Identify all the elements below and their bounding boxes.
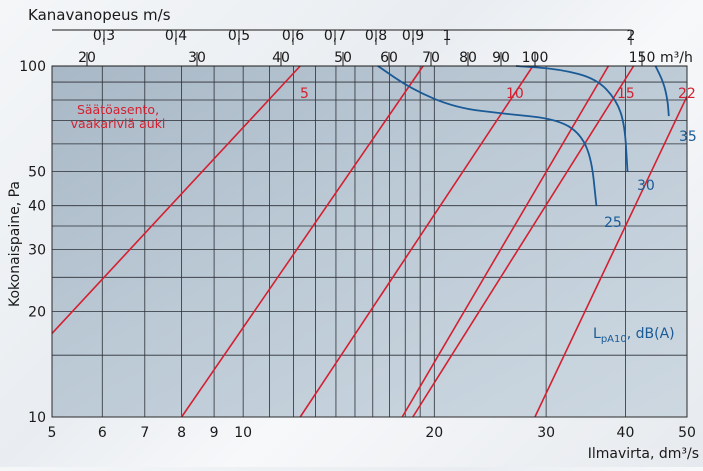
velocity-tick-label: 0,7 [324,28,346,44]
x-tick-label: 40 [617,425,635,441]
annotation-line1: Säätöasento, [77,102,159,117]
y-tick-label: 30 [28,243,46,259]
annotation-line2: vaakariviä auki [71,116,166,131]
y-tick-label: 50 [28,165,46,181]
x-tick-label: 8 [177,425,186,441]
y-tick-label: 40 [28,199,46,215]
flow-tick-label: 30 [188,50,206,66]
y-tick-label: 100 [19,59,46,75]
position-line [51,65,301,334]
position-line [299,65,534,418]
x-tick-label: 5 [48,425,57,441]
velocity-tick-label: 0,4 [165,28,187,44]
flow-tick-label: 100 [522,50,549,66]
x-tick-label: 20 [425,425,443,441]
x-tick-label: 30 [537,425,555,441]
position-line [534,95,688,418]
sound-lines [377,65,670,206]
sound-line-label: 25 [604,215,622,231]
velocity-tick-label: 0,8 [365,28,387,44]
velocity-tick-label: 0,9 [402,28,424,44]
x-tick-label: 6 [98,425,107,441]
flow-tick-label: 80 [459,50,477,66]
sound-line [515,65,629,172]
y-axis-label: Kokonaispaine, Pa [7,181,23,307]
position-line [180,65,424,418]
x-tick-label: 9 [210,425,219,441]
sound-line-label: 35 [679,129,697,145]
flow-tick-label: 40 [272,50,290,66]
flow-tick-label: 150 [629,50,656,66]
position-line-label: 15 [617,86,635,102]
position-line-label: 22 [678,86,696,102]
velocity-tick-label: 0,3 [93,28,115,44]
velocity-tick-label: 0,5 [228,28,250,44]
position-line-label: 5 [300,86,309,102]
flow-tick-label: 50 [334,50,352,66]
flow-tick-label: 70 [422,50,440,66]
velocity-tick-label: 2 [627,28,636,44]
sound-level-main: L [593,326,601,342]
sound-level-unit: , dB(A) [627,326,675,342]
flow-tick-label: 20 [78,50,96,66]
x-tick-label: 50 [678,425,696,441]
velocity-tick-label: 0,6 [282,28,304,44]
x-tick-label: 10 [234,425,252,441]
x-tick-label: 7 [140,425,149,441]
velocity-tick-label: 1 [443,28,452,44]
sound-level-sub: pA10 [601,334,627,345]
plot-background [52,66,687,417]
y-tick-label: 10 [28,410,46,426]
position-lines [51,65,688,418]
flow-tick-label: 90 [492,50,510,66]
sound-line [654,65,670,117]
y-tick-label: 20 [28,304,46,320]
flow-unit-label: m³/h [660,50,693,66]
position-line [412,65,635,418]
sound-level-label: LpA10, dB(A) [593,326,675,345]
position-line [401,65,610,418]
x-axis-label: Ilmavirta, dm³/s [588,446,699,462]
position-line-label: 10 [506,86,524,102]
sound-line-label: 30 [637,178,655,194]
labels: 5 6 7 8 9 10 20 30 40 50 10 20 30 40 50 100 0,3 0,4 0,5 0,6… [19,28,697,441]
sound-line [377,65,598,206]
flow-tick-label: 60 [380,50,398,66]
top-axis-label: Kanavanopeus m/s [28,6,171,24]
